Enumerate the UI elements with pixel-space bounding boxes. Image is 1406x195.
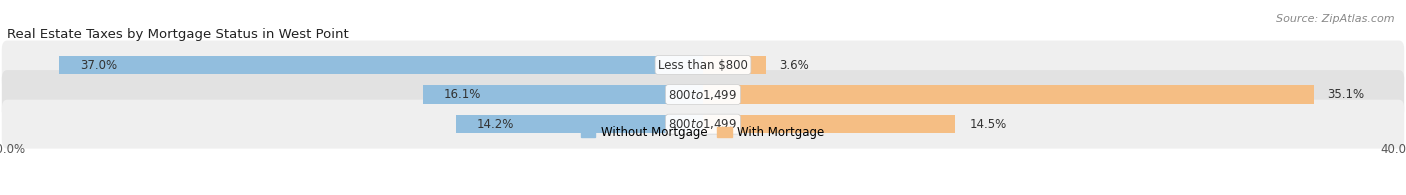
FancyBboxPatch shape — [1, 41, 1405, 90]
Bar — [703, 115, 955, 133]
Text: 14.2%: 14.2% — [477, 118, 515, 131]
Bar — [423, 85, 703, 104]
Text: 14.5%: 14.5% — [969, 118, 1007, 131]
Text: Source: ZipAtlas.com: Source: ZipAtlas.com — [1277, 14, 1395, 24]
Bar — [456, 115, 703, 133]
Legend: Without Mortgage, With Mortgage: Without Mortgage, With Mortgage — [579, 124, 827, 142]
Bar — [59, 56, 703, 74]
FancyBboxPatch shape — [1, 100, 1405, 149]
Text: $800 to $1,499: $800 to $1,499 — [668, 88, 738, 102]
Bar — [703, 56, 766, 74]
Text: Less than $800: Less than $800 — [658, 58, 748, 72]
Text: Real Estate Taxes by Mortgage Status in West Point: Real Estate Taxes by Mortgage Status in … — [7, 28, 349, 41]
Text: 37.0%: 37.0% — [80, 58, 117, 72]
Text: $800 to $1,499: $800 to $1,499 — [668, 117, 738, 131]
FancyBboxPatch shape — [1, 70, 1405, 119]
Text: 35.1%: 35.1% — [1327, 88, 1365, 101]
Text: 16.1%: 16.1% — [444, 88, 481, 101]
Bar — [703, 85, 1313, 104]
Text: 3.6%: 3.6% — [779, 58, 810, 72]
